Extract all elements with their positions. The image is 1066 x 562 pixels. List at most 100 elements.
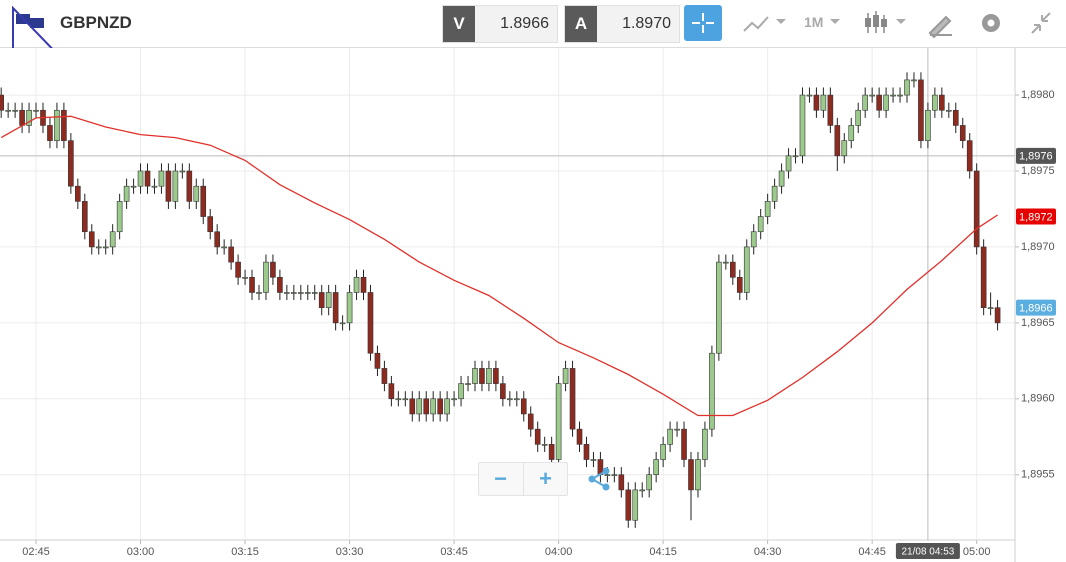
candle-body	[764, 201, 771, 217]
x-tick-label: 03:45	[440, 546, 468, 558]
candle-body	[270, 261, 276, 278]
candle-body	[723, 261, 729, 264]
candle-body	[806, 94, 813, 97]
candle-body	[855, 109, 862, 126]
price-label: 1,8972	[1019, 211, 1053, 223]
ask-box[interactable]: A 1.8970	[564, 5, 680, 43]
candle-body	[172, 170, 179, 202]
candle-body	[750, 231, 757, 248]
zoom-in[interactable]: +	[523, 463, 567, 495]
candle-body	[973, 170, 980, 248]
candle-body	[130, 185, 137, 188]
candle-body	[423, 398, 430, 415]
y-tick-label: 1,8965	[1021, 317, 1055, 329]
candle-body	[297, 292, 304, 294]
candle-body	[304, 292, 311, 294]
candle-body	[918, 79, 924, 141]
candle-body	[26, 109, 32, 126]
candle-body	[904, 79, 910, 96]
candle-body	[555, 383, 562, 460]
x-tick-label: 05:00	[963, 546, 991, 558]
draw-tool-button[interactable]	[926, 5, 956, 41]
candle-body	[381, 368, 388, 384]
candle-body	[102, 246, 109, 249]
candle-body	[54, 109, 60, 141]
share-button[interactable]	[584, 464, 614, 494]
candle-body	[987, 307, 994, 309]
candle-body	[402, 398, 409, 401]
candle-body	[409, 398, 416, 415]
candle-body	[681, 428, 687, 460]
candle-body	[583, 444, 590, 460]
candle-body	[486, 368, 492, 384]
ask-label: A	[565, 6, 597, 42]
candle-body	[68, 140, 74, 187]
candle-style-button[interactable]	[862, 5, 912, 41]
price-chart: 1,8955 1,8960 1,8965 1,8970 1,8975 1,8980 02:4…	[0, 48, 1066, 562]
candle-body	[994, 307, 1001, 324]
bid-label: V	[443, 6, 475, 42]
zoom-out[interactable]: −	[494, 466, 507, 491]
candle-body	[395, 398, 402, 401]
candle-body	[47, 125, 53, 141]
candle-body	[939, 94, 945, 111]
candle-body	[778, 170, 785, 187]
collapse-button[interactable]	[1026, 5, 1056, 41]
candle-body	[897, 94, 903, 97]
candle-body	[785, 155, 792, 172]
candle-body	[736, 276, 743, 293]
candle-body	[876, 94, 882, 111]
candle-body	[451, 398, 457, 401]
candle-body	[339, 322, 346, 325]
candle-body	[890, 94, 896, 97]
candle-body	[165, 170, 172, 202]
candle-body	[674, 428, 680, 431]
crosshair-button[interactable]	[684, 5, 722, 41]
candle-body	[207, 216, 214, 233]
candle-body	[966, 140, 973, 172]
candle-body	[932, 94, 938, 111]
timeframe[interactable]: 1M	[804, 14, 824, 30]
candle-body	[513, 398, 520, 401]
candle-body	[479, 368, 485, 384]
ask-price: 1.8970	[622, 15, 671, 32]
candle-body	[799, 94, 806, 157]
candle-body	[332, 292, 339, 324]
chart-type-button[interactable]	[740, 5, 790, 41]
candle-body	[458, 383, 464, 400]
candle-body	[834, 125, 841, 157]
y-tick-label: 1,8980	[1021, 89, 1055, 101]
candle-body	[534, 428, 541, 445]
candle-body	[660, 444, 666, 460]
candle-body	[541, 444, 548, 446]
candle-body	[19, 109, 25, 126]
settings-button[interactable]	[976, 5, 1006, 41]
bid-box[interactable]: V 1.8966	[442, 5, 558, 43]
candle-body	[214, 231, 220, 248]
candle-body	[158, 170, 165, 187]
candle-body	[472, 368, 478, 384]
x-tick-label: 04:45	[858, 546, 886, 558]
symbol: GBPNZD	[60, 13, 132, 32]
moving-average	[0, 115, 998, 417]
candle-body	[221, 246, 227, 249]
x-tick-label: 03:00	[127, 546, 155, 558]
candle-body	[625, 489, 632, 521]
candle-body	[952, 109, 959, 126]
candle-body	[437, 398, 443, 415]
candle-body	[61, 109, 67, 141]
candle-body	[95, 246, 102, 249]
candle-body	[144, 170, 151, 187]
candle-body	[576, 428, 583, 445]
candle-body	[862, 94, 869, 111]
candle-body	[465, 383, 471, 385]
candle-body	[284, 292, 290, 294]
price-label: 1,8966	[1019, 303, 1053, 315]
candle-body	[848, 125, 855, 141]
plot-background	[0, 48, 1015, 540]
candle-body	[709, 352, 715, 430]
timeframe-arrow	[830, 19, 840, 24]
candle-body	[590, 459, 597, 461]
candle-body	[757, 216, 764, 233]
zoom-controls: − +	[478, 462, 568, 496]
